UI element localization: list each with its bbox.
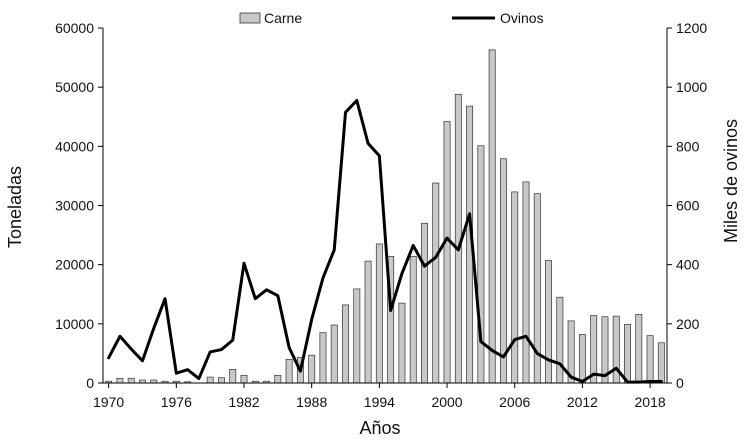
y-left-tick-label: 0 — [86, 375, 94, 391]
bar-carne-2009 — [545, 260, 553, 384]
bar-carne-2004 — [488, 49, 496, 384]
x-tick-label: 2012 — [567, 394, 598, 410]
x-tick-label: 1982 — [228, 394, 259, 410]
x-tick-label: 1994 — [364, 394, 395, 410]
bar-carne-1972 — [127, 377, 135, 384]
bar-carne-1994 — [375, 243, 383, 384]
y-right-tick-label: 600 — [676, 198, 700, 214]
bar-carne-1990 — [330, 324, 338, 384]
line-series-ovinos — [107, 98, 663, 384]
x-tick-label: 1988 — [296, 394, 327, 410]
chart-axes — [98, 27, 672, 388]
bar-carne-1980 — [217, 377, 225, 384]
y-left-tick-label: 60000 — [55, 20, 94, 36]
bar-carne-1981 — [229, 369, 237, 384]
x-tick-label: 2006 — [499, 394, 530, 410]
y-left-tick-label: 10000 — [55, 316, 94, 332]
bar-carne-1998 — [421, 222, 428, 384]
y-left-tick-label: 50000 — [55, 79, 94, 95]
bar-carne-1991 — [342, 304, 349, 384]
bar-carne-1979 — [206, 376, 214, 384]
bar-carne-2003 — [477, 145, 485, 384]
bar-carne-1988 — [308, 354, 316, 384]
bar-carne-2018 — [646, 335, 654, 384]
bar-carne-2010 — [556, 296, 564, 384]
bar-carne-2017 — [635, 314, 643, 384]
bar-carne-2005 — [499, 158, 507, 384]
y-right-tick-label: 800 — [676, 138, 700, 154]
x-tick-label: 1976 — [161, 394, 192, 410]
y-right-tick-label: 0 — [676, 375, 684, 391]
legend-label-carne: Carne — [264, 10, 302, 26]
bar-carne-2000 — [443, 121, 451, 384]
y-right-tick-label: 200 — [676, 316, 700, 332]
y-left-tick-label: 20000 — [55, 257, 94, 273]
y-left-tick-label: 30000 — [55, 198, 94, 214]
line-ovinos-path — [107, 98, 663, 384]
bar-carne-1997 — [409, 256, 417, 384]
bar-carne-1971 — [116, 377, 124, 384]
y-axis-left-label: Toneladas — [5, 166, 25, 248]
bar-carne-1982 — [240, 374, 248, 384]
bar-carne-2016 — [624, 324, 631, 384]
legend-label-ovinos: Ovinos — [500, 10, 544, 26]
y-right-tick-label: 1000 — [676, 79, 707, 95]
bar-carne-2012 — [578, 334, 586, 384]
chart-tick-labels: 0 10000 20000 30000 40000 50000 60000 0 200 400 60… — [55, 20, 707, 410]
bar-carne-1985 — [274, 374, 282, 384]
bar-series-carne — [105, 49, 665, 384]
legend-swatch-carne — [239, 12, 261, 24]
x-tick-label: 2018 — [635, 394, 666, 410]
bar-carne-1986 — [285, 358, 293, 384]
bar-carne-1999 — [432, 182, 440, 384]
bar-carne-1992 — [353, 288, 361, 384]
bar-carne-1989 — [319, 332, 327, 384]
y-right-tick-label: 400 — [676, 257, 700, 273]
bar-carne-2019 — [657, 342, 665, 384]
bar-carne-1993 — [364, 260, 372, 384]
legend: Carne Ovinos — [239, 10, 544, 26]
bar-carne-2007 — [522, 181, 530, 384]
y-right-tick-label: 1200 — [676, 20, 707, 36]
bar-carne-2006 — [511, 191, 519, 384]
y-axis-right-label: Miles de ovinos — [721, 119, 741, 243]
y-left-tick-label: 40000 — [55, 138, 94, 154]
x-axis-label: Años — [359, 418, 400, 438]
x-tick-label: 1970 — [93, 394, 124, 410]
x-tick-label: 2000 — [431, 394, 462, 410]
bar-carne-1996 — [398, 302, 406, 384]
